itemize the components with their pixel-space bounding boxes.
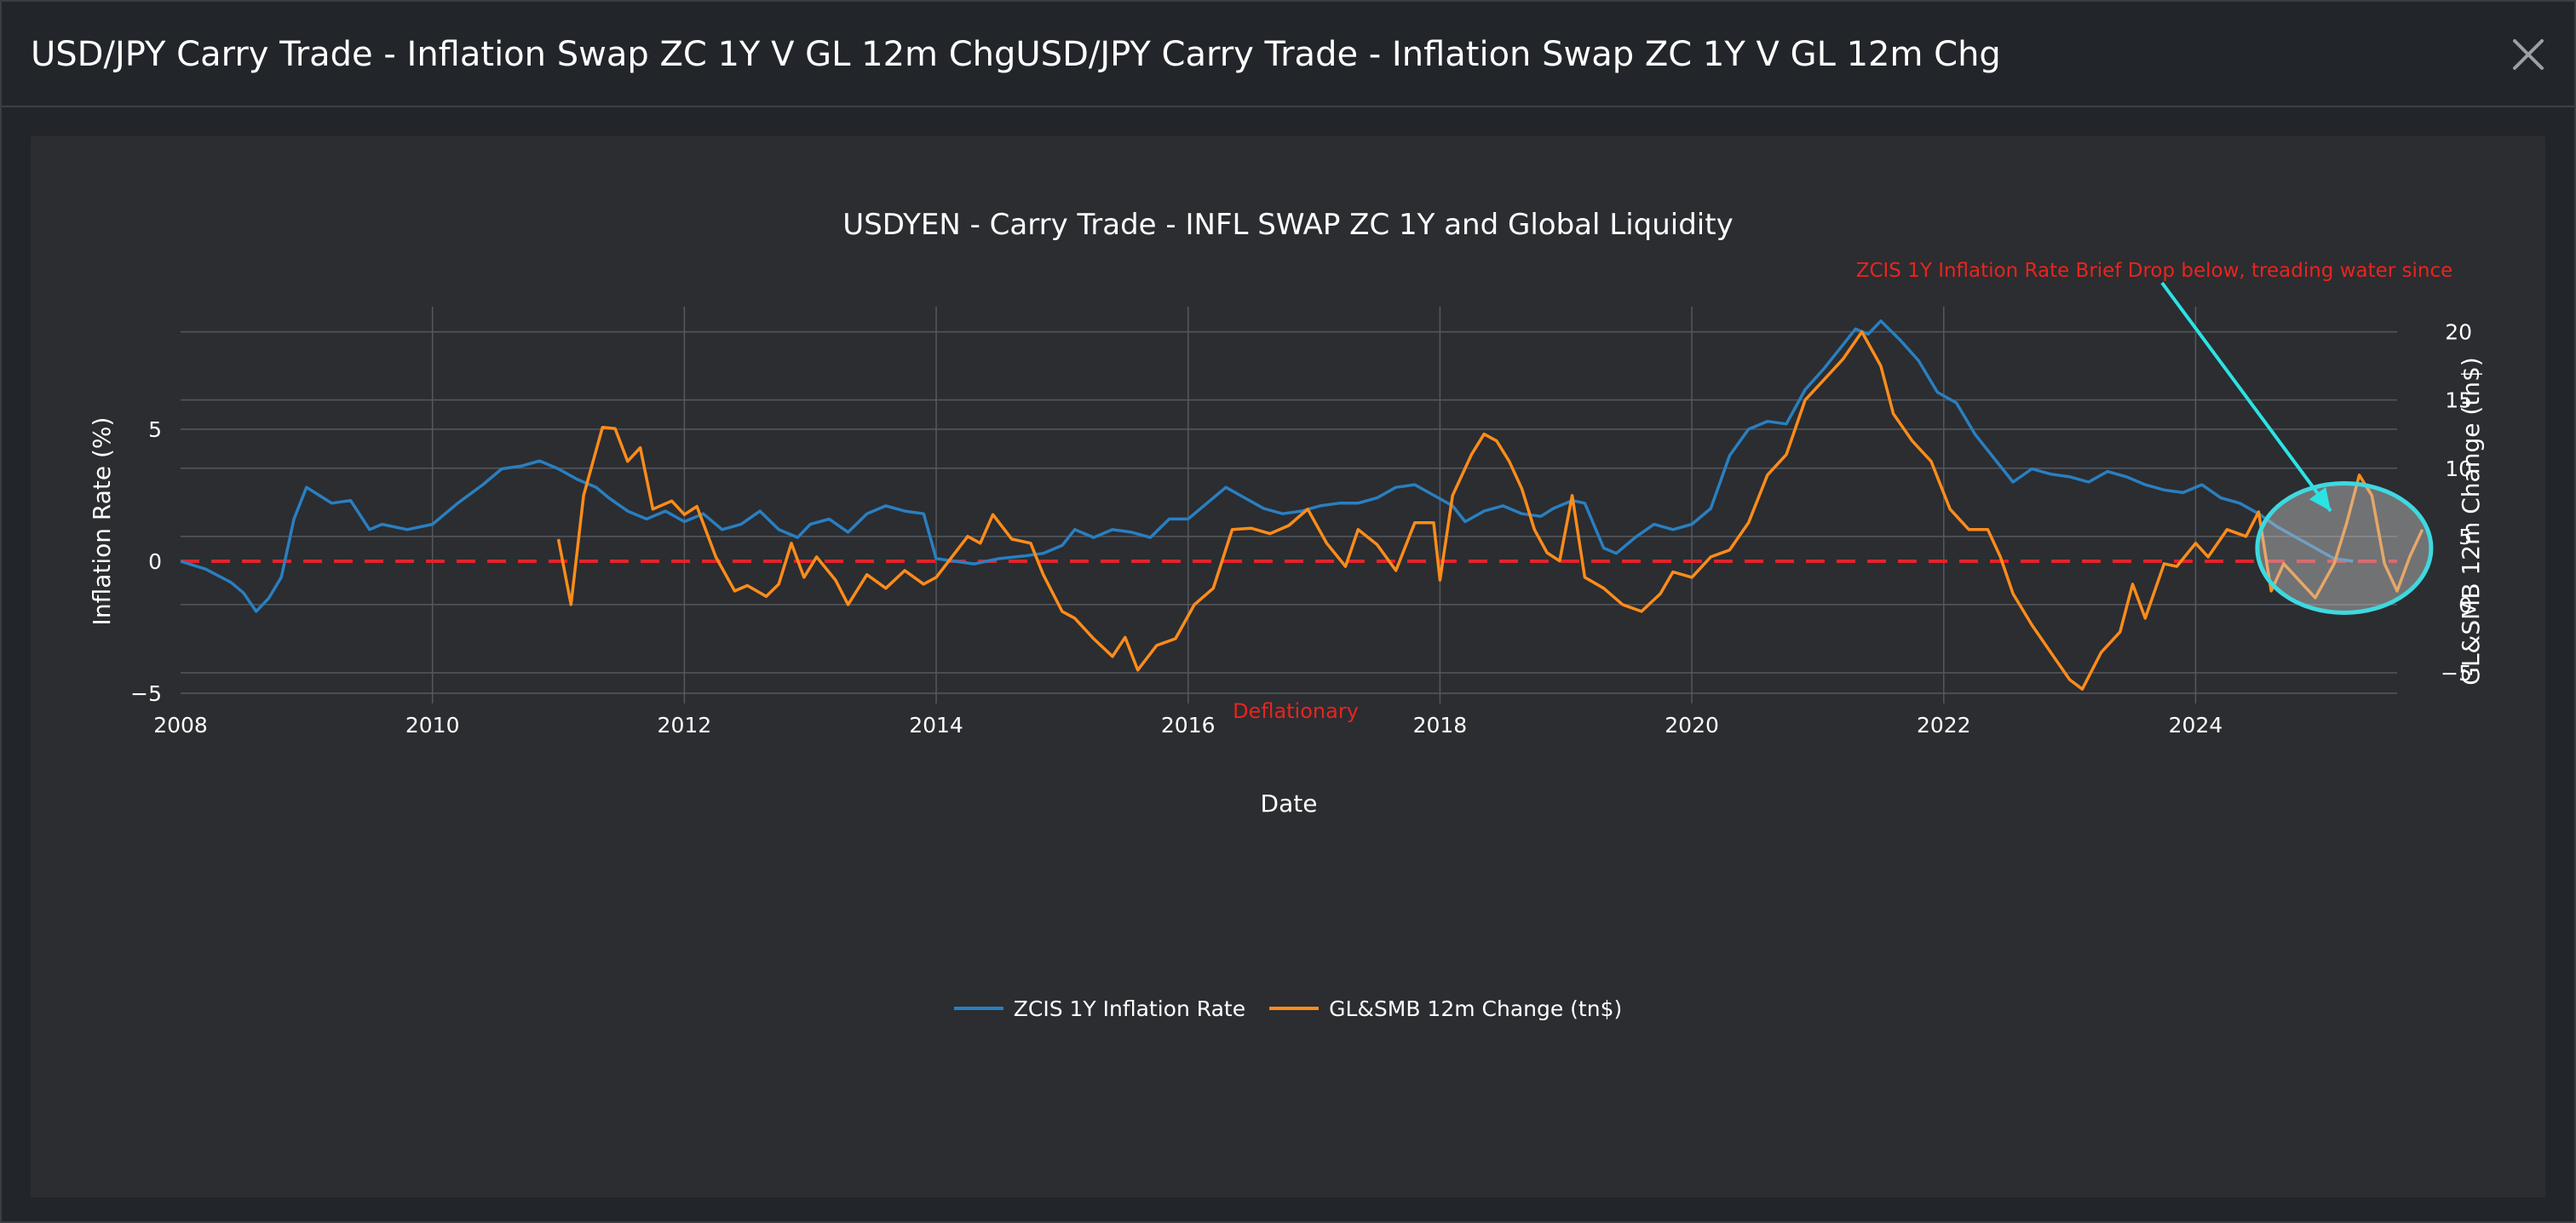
x-tick-label: 2012 bbox=[658, 713, 712, 738]
series-lines bbox=[180, 319, 2424, 691]
y-tick-label: 0 bbox=[148, 549, 162, 574]
y-tick-label: −5 bbox=[130, 681, 162, 706]
legend-label-gl: GL&SMB 12m Change (tn$) bbox=[1329, 996, 1623, 1021]
highlight-circle bbox=[2255, 481, 2434, 615]
annotation-arrow bbox=[2160, 281, 2332, 513]
y2-tick-label: 20 bbox=[2445, 320, 2472, 345]
chart-title: USDYEN - Carry Trade - INFL SWAP ZC 1Y a… bbox=[842, 208, 1733, 242]
legend-item-gl[interactable]: GL&SMB 12m Change (tn$) bbox=[1269, 996, 1622, 1021]
legend-item-zcis[interactable]: ZCIS 1Y Inflation Rate bbox=[953, 996, 1246, 1021]
x-tick-label: 2018 bbox=[1413, 713, 1468, 738]
x-axis-title: Date bbox=[1261, 789, 1318, 818]
legend-swatch-zcis bbox=[953, 1007, 1003, 1010]
modal-title: USD/JPY Carry Trade - Inflation Swap ZC … bbox=[31, 35, 2001, 74]
x-tick-label: 2016 bbox=[1161, 713, 1216, 738]
y-tick-label: 5 bbox=[148, 417, 162, 442]
close-icon[interactable] bbox=[2508, 34, 2549, 75]
legend-label-zcis: ZCIS 1Y Inflation Rate bbox=[1013, 996, 1246, 1021]
x-tick-label: 2008 bbox=[153, 713, 208, 738]
x-tick-label: 2020 bbox=[1665, 713, 1719, 738]
y2-tick-label: 10 bbox=[2445, 456, 2472, 481]
chart-legend: ZCIS 1Y Inflation Rate GL&SMB 12m Change… bbox=[31, 991, 2545, 1025]
series-line-gl bbox=[556, 330, 2424, 691]
x-tick-label: 2022 bbox=[1917, 713, 1971, 738]
grid-lines bbox=[181, 307, 2397, 703]
annotations bbox=[2160, 281, 2434, 615]
y-axis-title: Inflation Rate (%) bbox=[88, 417, 116, 626]
y2-tick-label: 0 bbox=[2458, 593, 2472, 617]
y2-tick-label: −5 bbox=[2441, 661, 2472, 686]
annotation-drop-text: ZCIS 1Y Inflation Rate Brief Drop below,… bbox=[1856, 260, 2453, 282]
chart-canvas[interactable]: 2008 2010 2012 2014 2016 2018 2020 2022 2024−505… bbox=[31, 136, 2545, 1197]
series-line-zcis bbox=[180, 319, 2354, 613]
x-tick-label: 2024 bbox=[2169, 713, 2223, 738]
arrow-head-icon bbox=[2309, 487, 2331, 511]
axis-ticks: 2008 2010 2012 2014 2016 2018 2020 2022 2024−505… bbox=[130, 320, 2472, 738]
modal-header: USD/JPY Carry Trade - Inflation Swap ZC … bbox=[2, 2, 2574, 107]
x-tick-label: 2010 bbox=[405, 713, 460, 738]
x-tick-label: 2014 bbox=[909, 713, 963, 738]
y2-tick-label: 15 bbox=[2445, 388, 2472, 413]
y2-tick-label: 5 bbox=[2458, 525, 2472, 549]
legend-swatch-gl bbox=[1269, 1007, 1320, 1010]
y2-axis-title: GL&SMB 12m Change (tn$) bbox=[2457, 357, 2485, 685]
annotation-deflationary: Deflationary bbox=[1233, 699, 1359, 723]
chart-panel: 2008 2010 2012 2014 2016 2018 2020 2022 2024 −5 0 5… bbox=[31, 136, 2545, 1197]
